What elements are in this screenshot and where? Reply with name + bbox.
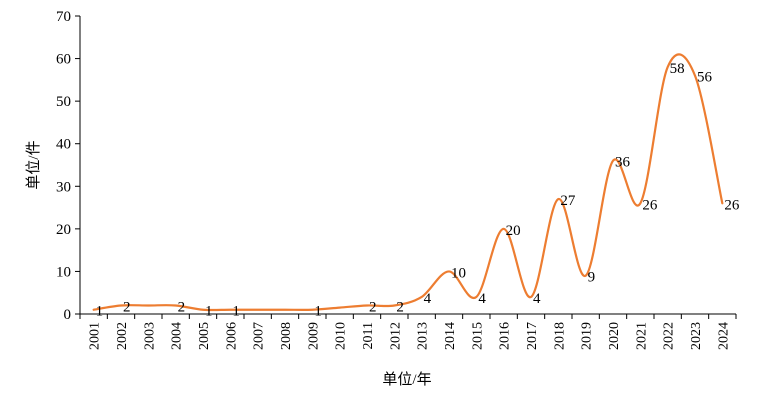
x-tick-label: 2013 bbox=[416, 322, 431, 350]
x-tick-label: 2020 bbox=[607, 322, 622, 350]
y-tick-label: 60 bbox=[56, 52, 71, 68]
x-ticks: 2001 2002 2003 2004 2005 2006 2007 2008 2009 2010… bbox=[79, 314, 737, 350]
y-tick-label: 10 bbox=[56, 264, 71, 280]
x-tick-label: 2023 bbox=[689, 322, 704, 350]
x-tick-label: 2018 bbox=[552, 322, 567, 350]
x-tick-label: 2011 bbox=[361, 322, 376, 349]
x-tick-label: 2015 bbox=[470, 322, 485, 350]
series-line bbox=[92, 53, 724, 312]
data-label: 4 bbox=[424, 291, 432, 307]
x-tick-label: 2010 bbox=[334, 322, 349, 350]
data-label: 9 bbox=[588, 270, 596, 286]
data-label: 56 bbox=[697, 70, 713, 86]
x-axis-label: 单位/年 bbox=[382, 371, 431, 388]
x-tick-label: 2022 bbox=[662, 322, 677, 350]
data-label: 1 bbox=[314, 304, 322, 320]
y-tick-label: 50 bbox=[56, 94, 71, 110]
y-tick-label: 70 bbox=[56, 9, 71, 25]
data-label: 36 bbox=[615, 155, 631, 171]
data-label: 27 bbox=[560, 193, 576, 209]
data-label: 2 bbox=[178, 299, 186, 315]
y-axis-label: 单位/件 bbox=[25, 140, 42, 189]
data-label: 2 bbox=[369, 299, 377, 315]
data-label: 4 bbox=[533, 291, 541, 307]
x-tick-label: 2009 bbox=[306, 322, 321, 350]
x-tick-label: 2021 bbox=[634, 322, 649, 350]
x-tick-label: 2005 bbox=[197, 322, 212, 350]
x-tick-label: 2002 bbox=[115, 322, 130, 350]
x-tick-label: 2007 bbox=[252, 322, 267, 350]
x-tick-label: 2016 bbox=[498, 322, 513, 350]
axes bbox=[79, 16, 736, 315]
x-tick-label: 2006 bbox=[224, 322, 239, 350]
x-tick-label: 2003 bbox=[142, 322, 157, 350]
data-label: 58 bbox=[670, 61, 685, 77]
y-tick-label: 30 bbox=[56, 179, 71, 195]
x-tick-label: 2008 bbox=[279, 322, 294, 350]
x-tick-label: 2001 bbox=[88, 322, 103, 350]
data-label: 2 bbox=[123, 299, 131, 315]
data-label: 10 bbox=[451, 265, 466, 281]
x-tick-label: 2024 bbox=[716, 322, 731, 350]
x-tick-label: 2014 bbox=[443, 322, 458, 350]
data-label: 1 bbox=[205, 304, 213, 320]
data-labels: 1 2 2 1 1 1 2 2 4 10 4 20 4 27 9 36 26 58 56 26 bbox=[96, 61, 740, 320]
x-tick-label: 2019 bbox=[580, 322, 595, 350]
y-ticks: 0 10 20 30 40 50 60 70 bbox=[56, 9, 80, 323]
data-label: 2 bbox=[396, 299, 404, 315]
data-label: 26 bbox=[724, 197, 740, 213]
data-label: 26 bbox=[642, 197, 658, 213]
data-label: 4 bbox=[478, 291, 486, 307]
y-tick-label: 20 bbox=[56, 222, 71, 238]
data-label: 1 bbox=[232, 304, 240, 320]
data-label: 20 bbox=[506, 223, 521, 239]
x-tick-label: 2004 bbox=[170, 322, 185, 350]
x-tick-label: 2017 bbox=[525, 322, 540, 350]
y-tick-label: 0 bbox=[64, 307, 72, 323]
data-label: 1 bbox=[96, 304, 104, 320]
y-tick-label: 40 bbox=[56, 137, 71, 153]
x-tick-label: 2012 bbox=[388, 322, 403, 350]
